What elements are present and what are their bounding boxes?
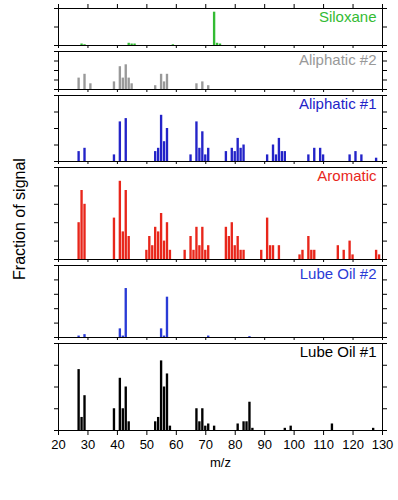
svg-text:110: 110 bbox=[313, 437, 334, 452]
svg-text:Lube Oil #2: Lube Oil #2 bbox=[300, 265, 377, 282]
svg-text:Siloxane: Siloxane bbox=[319, 8, 377, 25]
svg-text:80: 80 bbox=[228, 437, 242, 452]
svg-text:Aromatic: Aromatic bbox=[317, 167, 377, 184]
svg-text:m/z: m/z bbox=[210, 455, 231, 470]
svg-text:50: 50 bbox=[140, 437, 154, 452]
svg-text:120: 120 bbox=[342, 437, 364, 452]
svg-text:Aliphatic #1: Aliphatic #1 bbox=[299, 95, 377, 112]
svg-text:60: 60 bbox=[169, 437, 183, 452]
svg-text:100: 100 bbox=[283, 437, 305, 452]
svg-text:30: 30 bbox=[81, 437, 95, 452]
svg-text:70: 70 bbox=[199, 437, 213, 452]
svg-text:40: 40 bbox=[110, 437, 124, 452]
svg-text:Aliphatic #2: Aliphatic #2 bbox=[299, 51, 377, 68]
svg-text:90: 90 bbox=[257, 437, 271, 452]
html-text:Fraction of signal: Fraction of signal bbox=[11, 158, 28, 280]
svg-text:20: 20 bbox=[51, 437, 65, 452]
svg-text:Lube Oil #1: Lube Oil #1 bbox=[300, 343, 377, 360]
svg-text:130: 130 bbox=[372, 437, 394, 452]
